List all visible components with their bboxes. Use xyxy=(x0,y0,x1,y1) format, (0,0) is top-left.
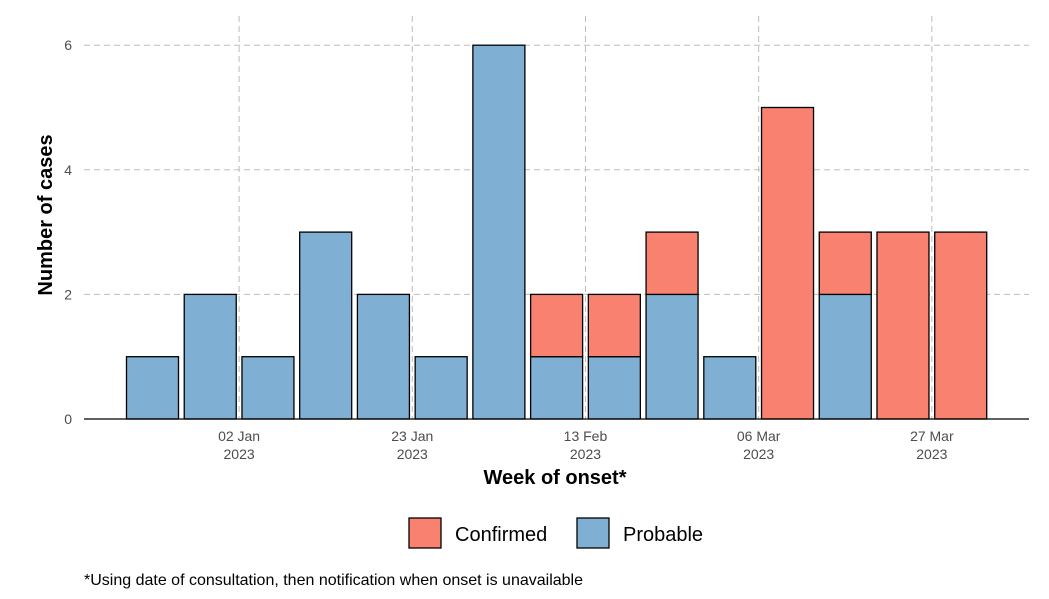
x-tick-label-year: 2023 xyxy=(570,446,601,462)
bar-confirmed-week-9 xyxy=(587,293,641,358)
bar-probable-week-4 xyxy=(299,231,353,420)
bar-probable-week-6 xyxy=(414,356,468,420)
bar-probable-week-1 xyxy=(125,356,180,420)
x-tick-label-date: 02 Jan xyxy=(218,428,260,444)
x-tick-label-date: 27 Mar xyxy=(910,428,954,444)
bar-probable-week-5 xyxy=(356,293,411,420)
bar-probable-week-7 xyxy=(472,44,526,420)
y-axis-title: Number of cases xyxy=(35,134,57,295)
y-tick-label: 2 xyxy=(64,286,72,302)
bar-confirmed-week-12 xyxy=(760,106,815,420)
y-tick-label: 4 xyxy=(64,162,72,178)
bar-confirmed-week-15 xyxy=(934,231,988,420)
y-tick-label: 6 xyxy=(64,37,72,53)
bar-confirmed-week-8 xyxy=(529,293,584,358)
bar-probable-week-11 xyxy=(703,356,757,420)
bar-probable-week-13 xyxy=(818,293,872,420)
x-tick-label-year: 2023 xyxy=(224,446,255,462)
x-tick-label-date: 13 Feb xyxy=(564,428,608,444)
legend-swatch-probable xyxy=(576,517,610,549)
bar-probable-week-9 xyxy=(587,356,641,420)
bar-confirmed-week-13 xyxy=(818,231,872,296)
bars xyxy=(125,44,988,420)
x-tick-labels: 02 Jan 2023 23 Jan 2023 13 Feb 2023 06 Mar 2023… xyxy=(218,428,954,462)
legend-swatch-confirmed xyxy=(408,517,442,549)
bar-probable-week-10 xyxy=(645,293,699,420)
bar-probable-week-2 xyxy=(183,293,237,420)
footnote: *Using date of consultation, then notifi… xyxy=(84,572,583,589)
bar-confirmed-week-14 xyxy=(876,231,930,420)
bar-confirmed-week-10 xyxy=(645,231,699,296)
bar-probable-week-3 xyxy=(241,356,295,420)
legend-label-probable: Probable xyxy=(623,524,703,546)
x-axis-title: Week of onset* xyxy=(484,467,627,489)
x-tick-label-year: 2023 xyxy=(397,446,428,462)
y-tick-label: 0 xyxy=(64,411,72,427)
legend-label-confirmed: Confirmed xyxy=(455,524,547,546)
x-tick-label-date: 06 Mar xyxy=(737,428,781,444)
bar-probable-week-8 xyxy=(529,356,584,420)
y-tick-labels: 0 2 4 6 xyxy=(64,37,72,427)
x-tick-label-year: 2023 xyxy=(743,446,774,462)
x-tick-label-year: 2023 xyxy=(916,446,947,462)
legend: Confirmed Probable xyxy=(408,517,703,549)
x-tick-label-date: 23 Jan xyxy=(391,428,433,444)
